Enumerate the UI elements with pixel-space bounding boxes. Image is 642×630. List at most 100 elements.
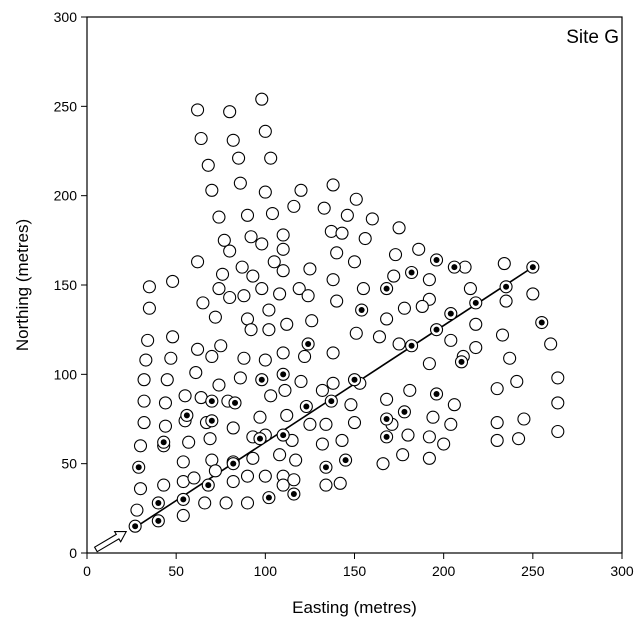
open-point <box>198 496 212 510</box>
open-point <box>265 206 280 221</box>
open-point <box>422 357 436 371</box>
open-point <box>189 365 203 380</box>
open-point <box>240 469 255 483</box>
open-point <box>196 296 210 310</box>
open-point <box>182 435 196 449</box>
open-point <box>426 410 440 424</box>
open-point <box>490 416 504 430</box>
transect-point <box>499 280 513 294</box>
open-point <box>276 478 290 492</box>
transect-point <box>405 265 419 280</box>
open-point <box>551 424 565 439</box>
transect-point <box>157 435 171 449</box>
open-point <box>244 230 258 244</box>
transect-point-dot <box>132 523 139 530</box>
x-tick-label: 200 <box>432 563 456 579</box>
open-point <box>232 151 246 165</box>
transect-point-dot <box>280 432 287 439</box>
transect-point <box>276 428 290 442</box>
transect-point-dot <box>351 376 358 383</box>
open-point <box>422 430 436 444</box>
transect-point <box>262 491 276 505</box>
open-point <box>178 389 192 403</box>
site-label: Site G <box>566 27 619 48</box>
open-point <box>276 228 290 242</box>
transect-point <box>301 337 315 351</box>
transect-point <box>347 373 362 387</box>
open-point <box>142 280 156 294</box>
open-point <box>237 289 251 303</box>
transect-point-dot <box>342 457 349 464</box>
open-point <box>447 398 461 412</box>
open-point <box>191 255 205 269</box>
transect-point-dot <box>183 412 190 419</box>
transect-point-dot <box>458 358 465 365</box>
open-point <box>294 374 308 389</box>
open-point <box>226 133 240 147</box>
open-point <box>326 273 340 287</box>
transect-point <box>429 387 444 401</box>
plot-marks <box>93 92 565 553</box>
open-point <box>469 340 483 355</box>
transect-point-dot <box>155 517 162 524</box>
transect-point-dot <box>401 408 408 415</box>
open-point <box>330 294 344 308</box>
open-point <box>276 242 290 256</box>
open-point <box>551 371 565 385</box>
open-point <box>303 262 317 276</box>
open-point <box>255 92 269 106</box>
open-point <box>158 396 173 410</box>
open-point <box>401 428 415 442</box>
open-point <box>380 312 394 326</box>
open-point <box>240 312 255 326</box>
open-point <box>201 158 215 172</box>
open-point <box>255 282 269 296</box>
y-tick-label: 150 <box>54 277 78 293</box>
open-point <box>217 233 231 247</box>
open-point <box>497 257 511 271</box>
open-point <box>212 210 226 224</box>
transect-point-dot <box>447 310 454 317</box>
transect-point <box>253 432 267 446</box>
transect-point-dot <box>230 460 237 467</box>
transect-point-dot <box>256 435 263 442</box>
transect-point <box>405 339 419 353</box>
transect-point <box>205 414 219 428</box>
open-point <box>203 432 217 446</box>
transect-point-dot <box>383 416 390 422</box>
open-point <box>137 416 151 430</box>
transect-point-dot <box>472 299 479 306</box>
open-point <box>380 392 394 406</box>
open-point <box>223 244 237 258</box>
transect-point-dot <box>322 464 329 471</box>
transect-point-dot <box>160 439 167 446</box>
open-point <box>191 103 205 117</box>
transect-point <box>397 405 411 419</box>
open-point <box>315 437 329 451</box>
open-point <box>292 282 306 296</box>
open-point <box>205 183 219 197</box>
open-point <box>396 448 410 462</box>
open-point <box>372 330 387 344</box>
open-point <box>233 176 247 190</box>
transect-point <box>287 487 301 501</box>
open-point <box>212 378 226 392</box>
open-point <box>403 383 417 397</box>
transect-point-dot <box>205 482 212 489</box>
start-arrow <box>93 530 128 553</box>
transect-point-dot <box>208 417 215 424</box>
transect-point-dot <box>258 376 265 383</box>
open-point <box>273 448 287 462</box>
open-point <box>166 330 180 344</box>
open-point <box>142 301 156 315</box>
open-point <box>158 419 173 433</box>
open-point <box>214 339 228 353</box>
transect-point <box>299 399 313 414</box>
transect-point-dot <box>135 464 142 471</box>
open-point <box>280 317 294 331</box>
transect-point <box>535 315 549 330</box>
open-point <box>349 326 363 340</box>
y-axis-ticks: 0 50 100 150 200 250 300 <box>54 9 87 561</box>
open-point <box>326 178 340 192</box>
